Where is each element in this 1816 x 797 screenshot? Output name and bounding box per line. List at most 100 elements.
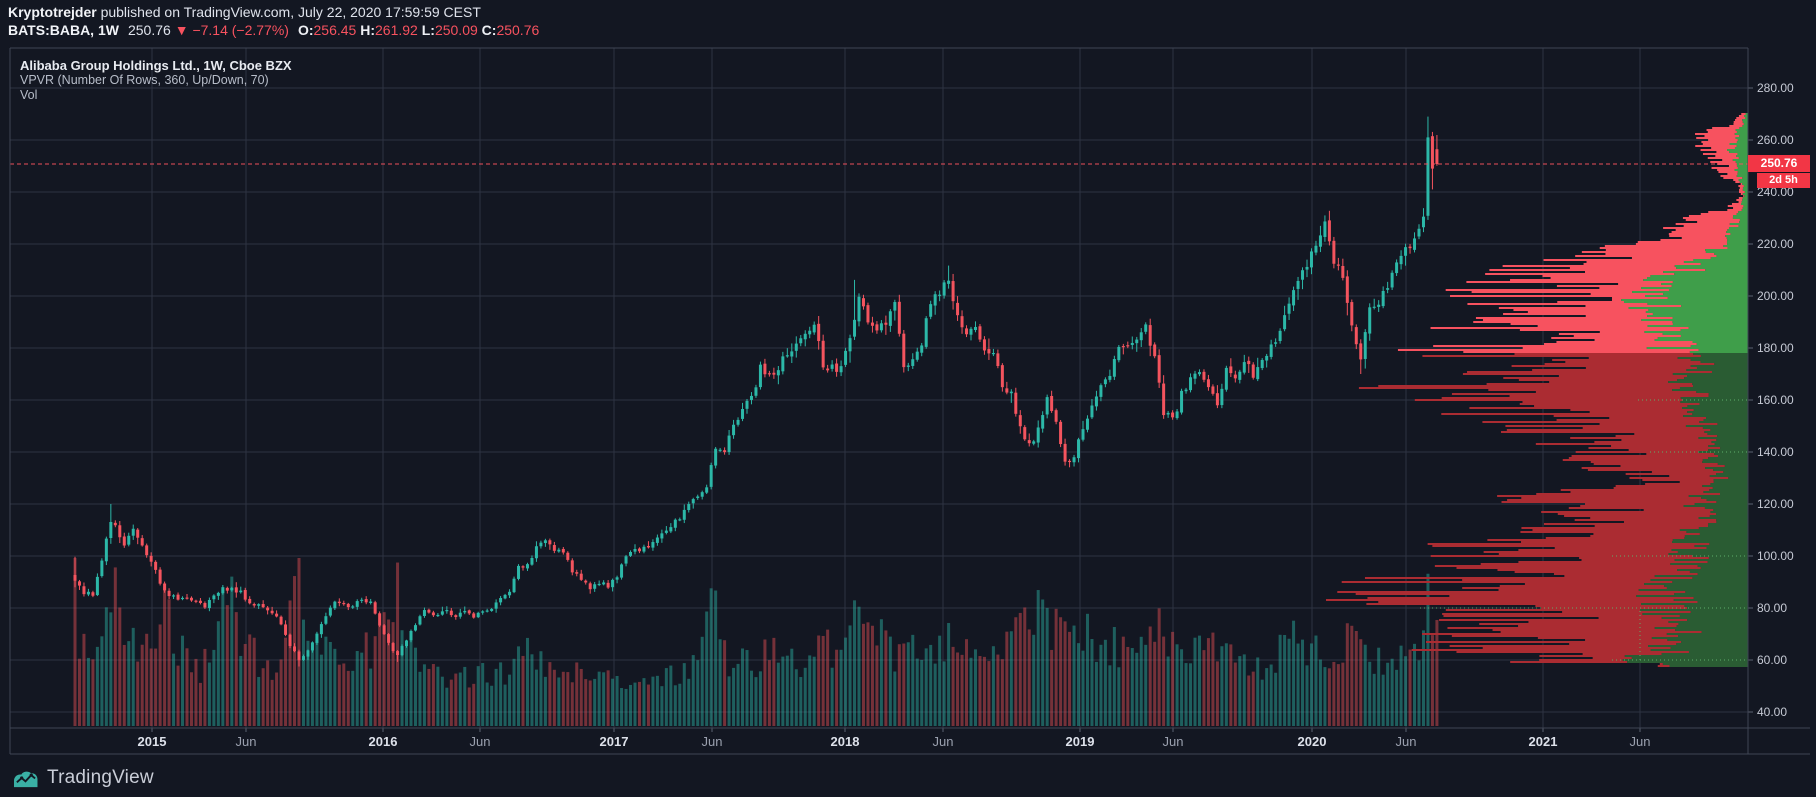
volume-bar [104, 607, 108, 726]
vpvr-row [1582, 653, 1748, 655]
volume-bar [1126, 646, 1130, 726]
vpvr-row [1528, 621, 1748, 623]
author-link[interactable]: Kryptotrejder [8, 4, 97, 20]
legend-vpvr-indicator[interactable]: VPVR (Number Of Rows, 360, Up/Down, 70) [20, 73, 269, 87]
candle [1354, 324, 1358, 350]
volume-bar [1332, 661, 1336, 726]
vpvr-row [1358, 387, 1748, 389]
vpvr-row [1498, 589, 1748, 591]
candle [821, 334, 825, 370]
volume-bar [767, 660, 771, 726]
candle [987, 338, 991, 360]
candle [1135, 336, 1139, 352]
candle [100, 558, 104, 578]
vpvr-row [1554, 547, 1748, 549]
candle [266, 606, 270, 615]
vpvr-row [1611, 445, 1748, 447]
candle [1426, 116, 1430, 220]
volume-bar [1108, 665, 1112, 726]
tradingview-attribution[interactable]: TradingView [12, 766, 154, 789]
volume-bar [82, 633, 86, 726]
candle [799, 335, 803, 347]
price-tick-label: 100.00 [1757, 548, 1794, 563]
candle [637, 547, 641, 554]
candle [1363, 329, 1367, 369]
candle [588, 581, 592, 594]
candle [360, 597, 364, 604]
candle [817, 315, 821, 350]
candle [1045, 394, 1049, 419]
candle [1068, 459, 1072, 468]
vpvr-row [1599, 287, 1748, 289]
candle [1072, 454, 1076, 467]
candle [158, 567, 162, 586]
candle [203, 601, 207, 609]
vpvr-row [1462, 373, 1748, 375]
volume-bar [181, 635, 185, 726]
candle [508, 589, 512, 599]
vpvr-row [1445, 609, 1748, 611]
candle [1009, 389, 1013, 403]
vpvr-row [1570, 409, 1748, 411]
candle [387, 633, 391, 646]
volume-bar [1059, 617, 1063, 726]
candle [113, 520, 117, 528]
vpvr-row [1590, 461, 1748, 463]
candle [1368, 303, 1372, 341]
vpvr-row [1535, 605, 1748, 607]
volume-bar [1260, 679, 1264, 726]
candle [1126, 341, 1130, 349]
candle [1283, 305, 1287, 332]
volume-bar [539, 651, 543, 726]
volume-bar [1032, 634, 1036, 726]
candle [194, 599, 198, 604]
time-tick-label: 2015 [137, 734, 167, 749]
candle [1256, 357, 1260, 382]
volume-bar [418, 671, 422, 726]
vpvr-row [1738, 197, 1748, 199]
candle [655, 534, 659, 546]
volume-bar [118, 607, 122, 726]
vpvr-row [1466, 281, 1748, 283]
candle [342, 600, 346, 606]
time-tick-label: 2020 [1297, 734, 1327, 749]
vpvr-row [1733, 121, 1748, 123]
time-tick-label: Jun [1395, 734, 1417, 749]
candle [243, 587, 247, 602]
candle [1063, 438, 1067, 466]
vpvr-row [1553, 415, 1748, 417]
symbol-header: BATS:BABA, 1W 250.76 ▼ −7.14 (−2.77%) O:25… [8, 22, 539, 38]
vpvr-row [1613, 487, 1748, 489]
volume-bar [682, 663, 686, 726]
candle [700, 490, 704, 500]
volume-bar [915, 658, 919, 726]
candle [1314, 240, 1318, 256]
volume-bar [781, 656, 785, 726]
vpvr-row [1556, 285, 1748, 287]
volume-bar [337, 664, 341, 726]
vpvr-row [1539, 655, 1748, 657]
vpvr-row [1422, 355, 1748, 357]
candle [951, 273, 955, 310]
time-tick-label: 2017 [599, 734, 629, 749]
vpvr-row [1594, 441, 1748, 443]
legend-symbol-title[interactable]: Alibaba Group Holdings Ltd., 1W, Cboe BZ… [20, 58, 292, 73]
volume-bar [1005, 631, 1009, 726]
vpvr-row [1579, 557, 1748, 559]
candle [1000, 363, 1004, 392]
candle [91, 590, 95, 598]
candle [741, 402, 745, 422]
volume-bar [163, 587, 167, 726]
volume-bar [1278, 634, 1282, 726]
volume-bar [1144, 644, 1148, 726]
legend-volume-indicator[interactable]: Vol [20, 88, 38, 102]
volume-bar [458, 672, 462, 726]
symbol-label: BATS:BABA, 1W [8, 22, 119, 38]
candle [1211, 384, 1215, 396]
volume-bar [185, 648, 189, 726]
volume-bar [306, 640, 310, 726]
candle [1023, 425, 1027, 441]
vpvr-row [1433, 345, 1748, 347]
candle [673, 518, 677, 532]
